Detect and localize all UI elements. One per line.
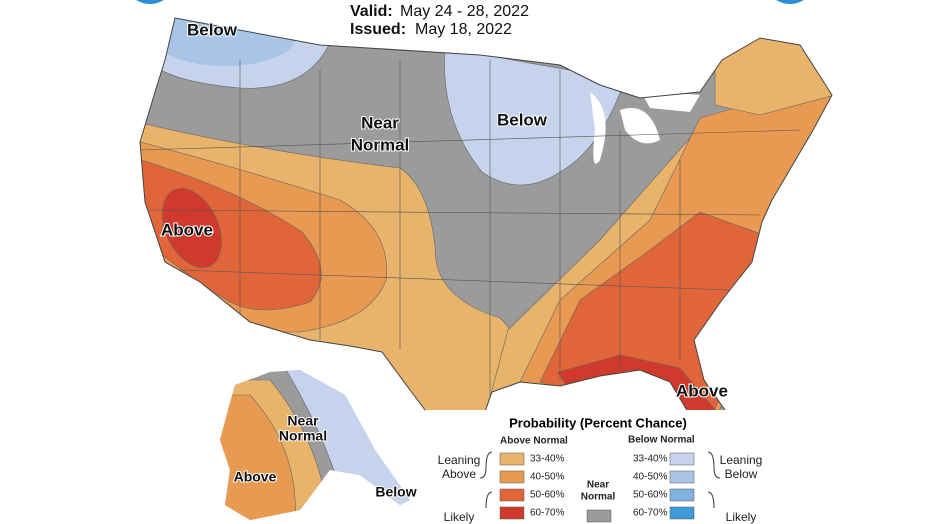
legend-group: Leaning: [438, 453, 481, 467]
legend-header: Below Normal: [628, 435, 695, 446]
legend-swatch: [669, 452, 695, 466]
valid-label: Valid:: [350, 3, 393, 20]
legend-title: Probability (Percent Chance): [509, 415, 687, 430]
brace: [479, 451, 721, 509]
legend-swatch: [669, 506, 695, 520]
legend-group: Below: [725, 467, 758, 481]
issued-label: Issued:: [350, 21, 406, 38]
region-label: Below: [187, 20, 238, 39]
valid-dates: May 24 - 28, 2022: [400, 3, 529, 20]
legend-range: 50-60%: [633, 490, 668, 501]
region-label: Above: [161, 220, 213, 239]
logo: [136, 0, 164, 4]
legend-range: 33-40%: [530, 454, 565, 465]
region-label: Normal: [279, 428, 327, 444]
legend-group: Likely: [444, 510, 475, 524]
legend-range: 60-70%: [530, 508, 565, 519]
legend-swatch: [669, 488, 695, 502]
region-label: Below: [497, 110, 548, 129]
logo: [776, 0, 804, 4]
region-label: Near: [361, 113, 399, 132]
legend-swatch: [586, 509, 612, 523]
legend-swatch: [669, 470, 695, 484]
region-label: Near: [287, 413, 319, 429]
issued-date: May 18, 2022: [415, 21, 512, 38]
legend-group: Above: [442, 467, 476, 481]
legend-swatch: [499, 452, 525, 466]
legend-range: 60-70%: [633, 508, 668, 519]
legend-range: 40-50%: [530, 472, 565, 483]
conus-outline: [139, 17, 833, 446]
legend-range: 40-50%: [633, 472, 668, 483]
legend: Probability (Percent Chance) Above Norma…: [425, 410, 775, 524]
legend-header: Above Normal: [500, 436, 568, 447]
region-label: Below: [375, 484, 416, 500]
legend-swatch: [499, 506, 525, 520]
region-label: Normal: [351, 135, 410, 154]
legend-group: Leaning: [720, 453, 763, 467]
region-label: Above: [234, 469, 277, 485]
legend-range: 50-60%: [530, 490, 565, 501]
legend-swatch: [499, 470, 525, 484]
legend-near: Near: [587, 480, 609, 491]
legend-group: Likely: [726, 510, 757, 524]
legend-bg: [425, 410, 775, 524]
legend-near: Normal: [581, 492, 616, 503]
legend-swatch: [499, 488, 525, 502]
legend-range: 33-40%: [633, 454, 668, 465]
region-label: Above: [676, 381, 728, 400]
